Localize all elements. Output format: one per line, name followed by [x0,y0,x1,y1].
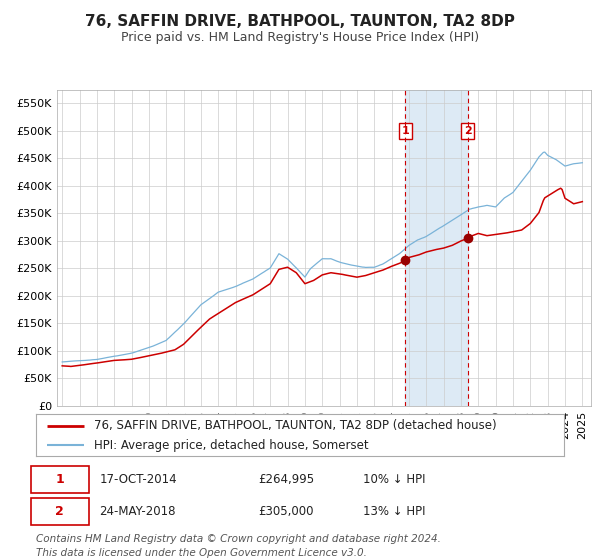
Text: 24-MAY-2018: 24-MAY-2018 [100,505,176,518]
Text: Price paid vs. HM Land Registry's House Price Index (HPI): Price paid vs. HM Land Registry's House … [121,31,479,44]
Text: 10% ↓ HPI: 10% ↓ HPI [364,473,426,486]
Bar [406,90,468,406]
Text: 76, SAFFIN DRIVE, BATHPOOL, TAUNTON, TA2 8DP: 76, SAFFIN DRIVE, BATHPOOL, TAUNTON, TA2… [85,14,515,29]
FancyBboxPatch shape [31,466,89,493]
Text: £264,995: £264,995 [258,473,314,486]
FancyBboxPatch shape [31,498,89,525]
Text: 2: 2 [55,505,64,518]
Text: 1: 1 [401,126,409,136]
Text: HPI: Average price, detached house, Somerset: HPI: Average price, detached house, Some… [94,438,369,451]
Text: This data is licensed under the Open Government Licence v3.0.: This data is licensed under the Open Gov… [36,548,367,558]
Text: 1: 1 [55,473,64,486]
Text: 2: 2 [464,126,472,136]
Text: 17-OCT-2014: 17-OCT-2014 [100,473,177,486]
Text: £305,000: £305,000 [258,505,313,518]
Text: 13% ↓ HPI: 13% ↓ HPI [364,505,426,518]
Text: Contains HM Land Registry data © Crown copyright and database right 2024.: Contains HM Land Registry data © Crown c… [36,534,441,544]
Text: 76, SAFFIN DRIVE, BATHPOOL, TAUNTON, TA2 8DP (detached house): 76, SAFFIN DRIVE, BATHPOOL, TAUNTON, TA2… [94,419,497,432]
